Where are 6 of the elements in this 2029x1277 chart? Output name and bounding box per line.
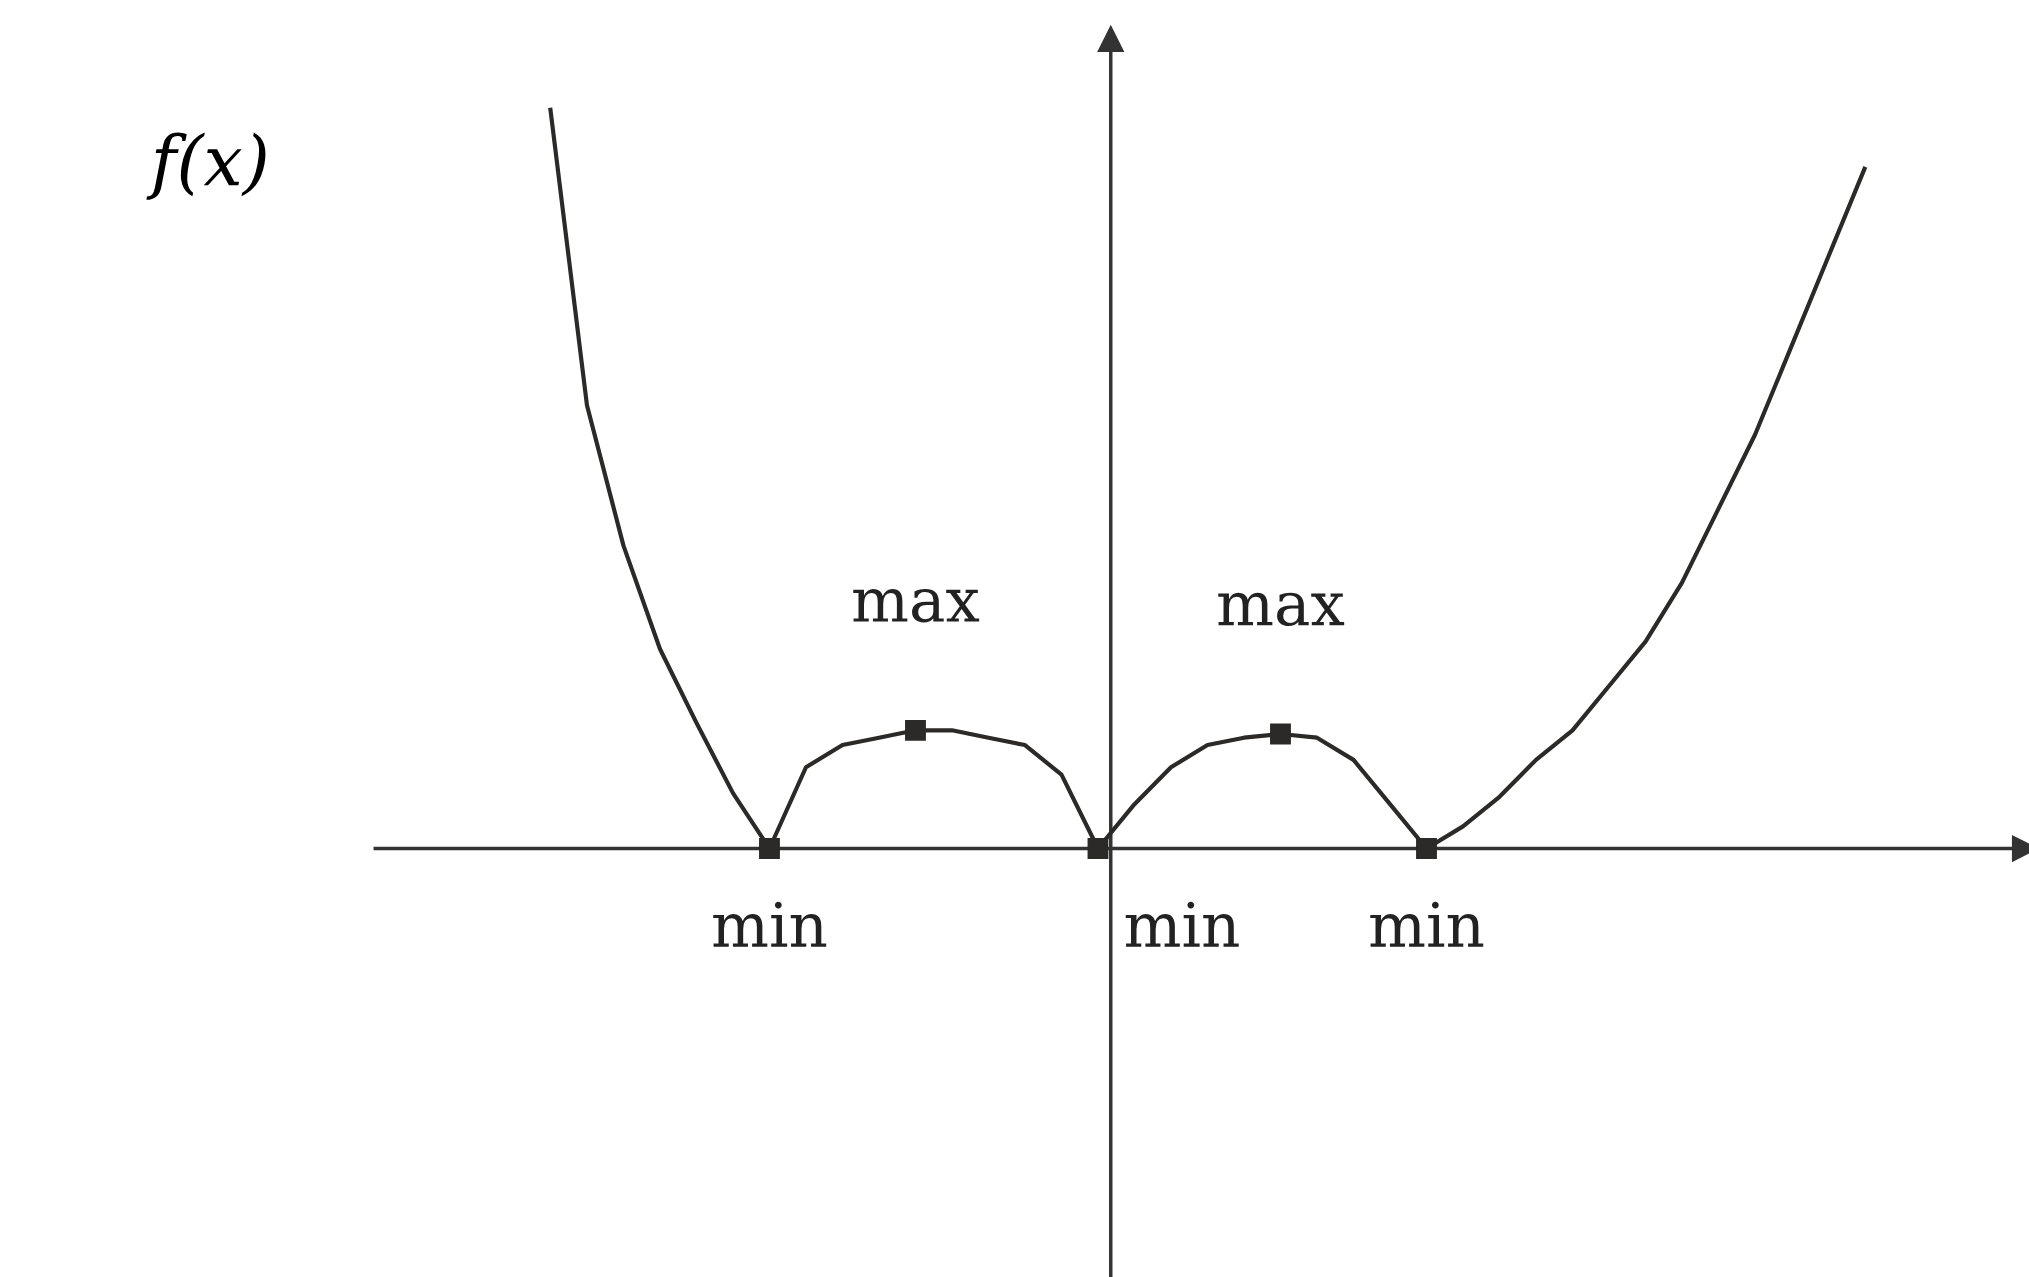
text: min [1125, 901, 1239, 947]
annotation: max [1218, 592, 1345, 627]
text: min [713, 901, 827, 947]
y-axis-title: f(x) [146, 132, 266, 200]
annotation: max [853, 588, 980, 623]
text: min [1370, 901, 1484, 947]
